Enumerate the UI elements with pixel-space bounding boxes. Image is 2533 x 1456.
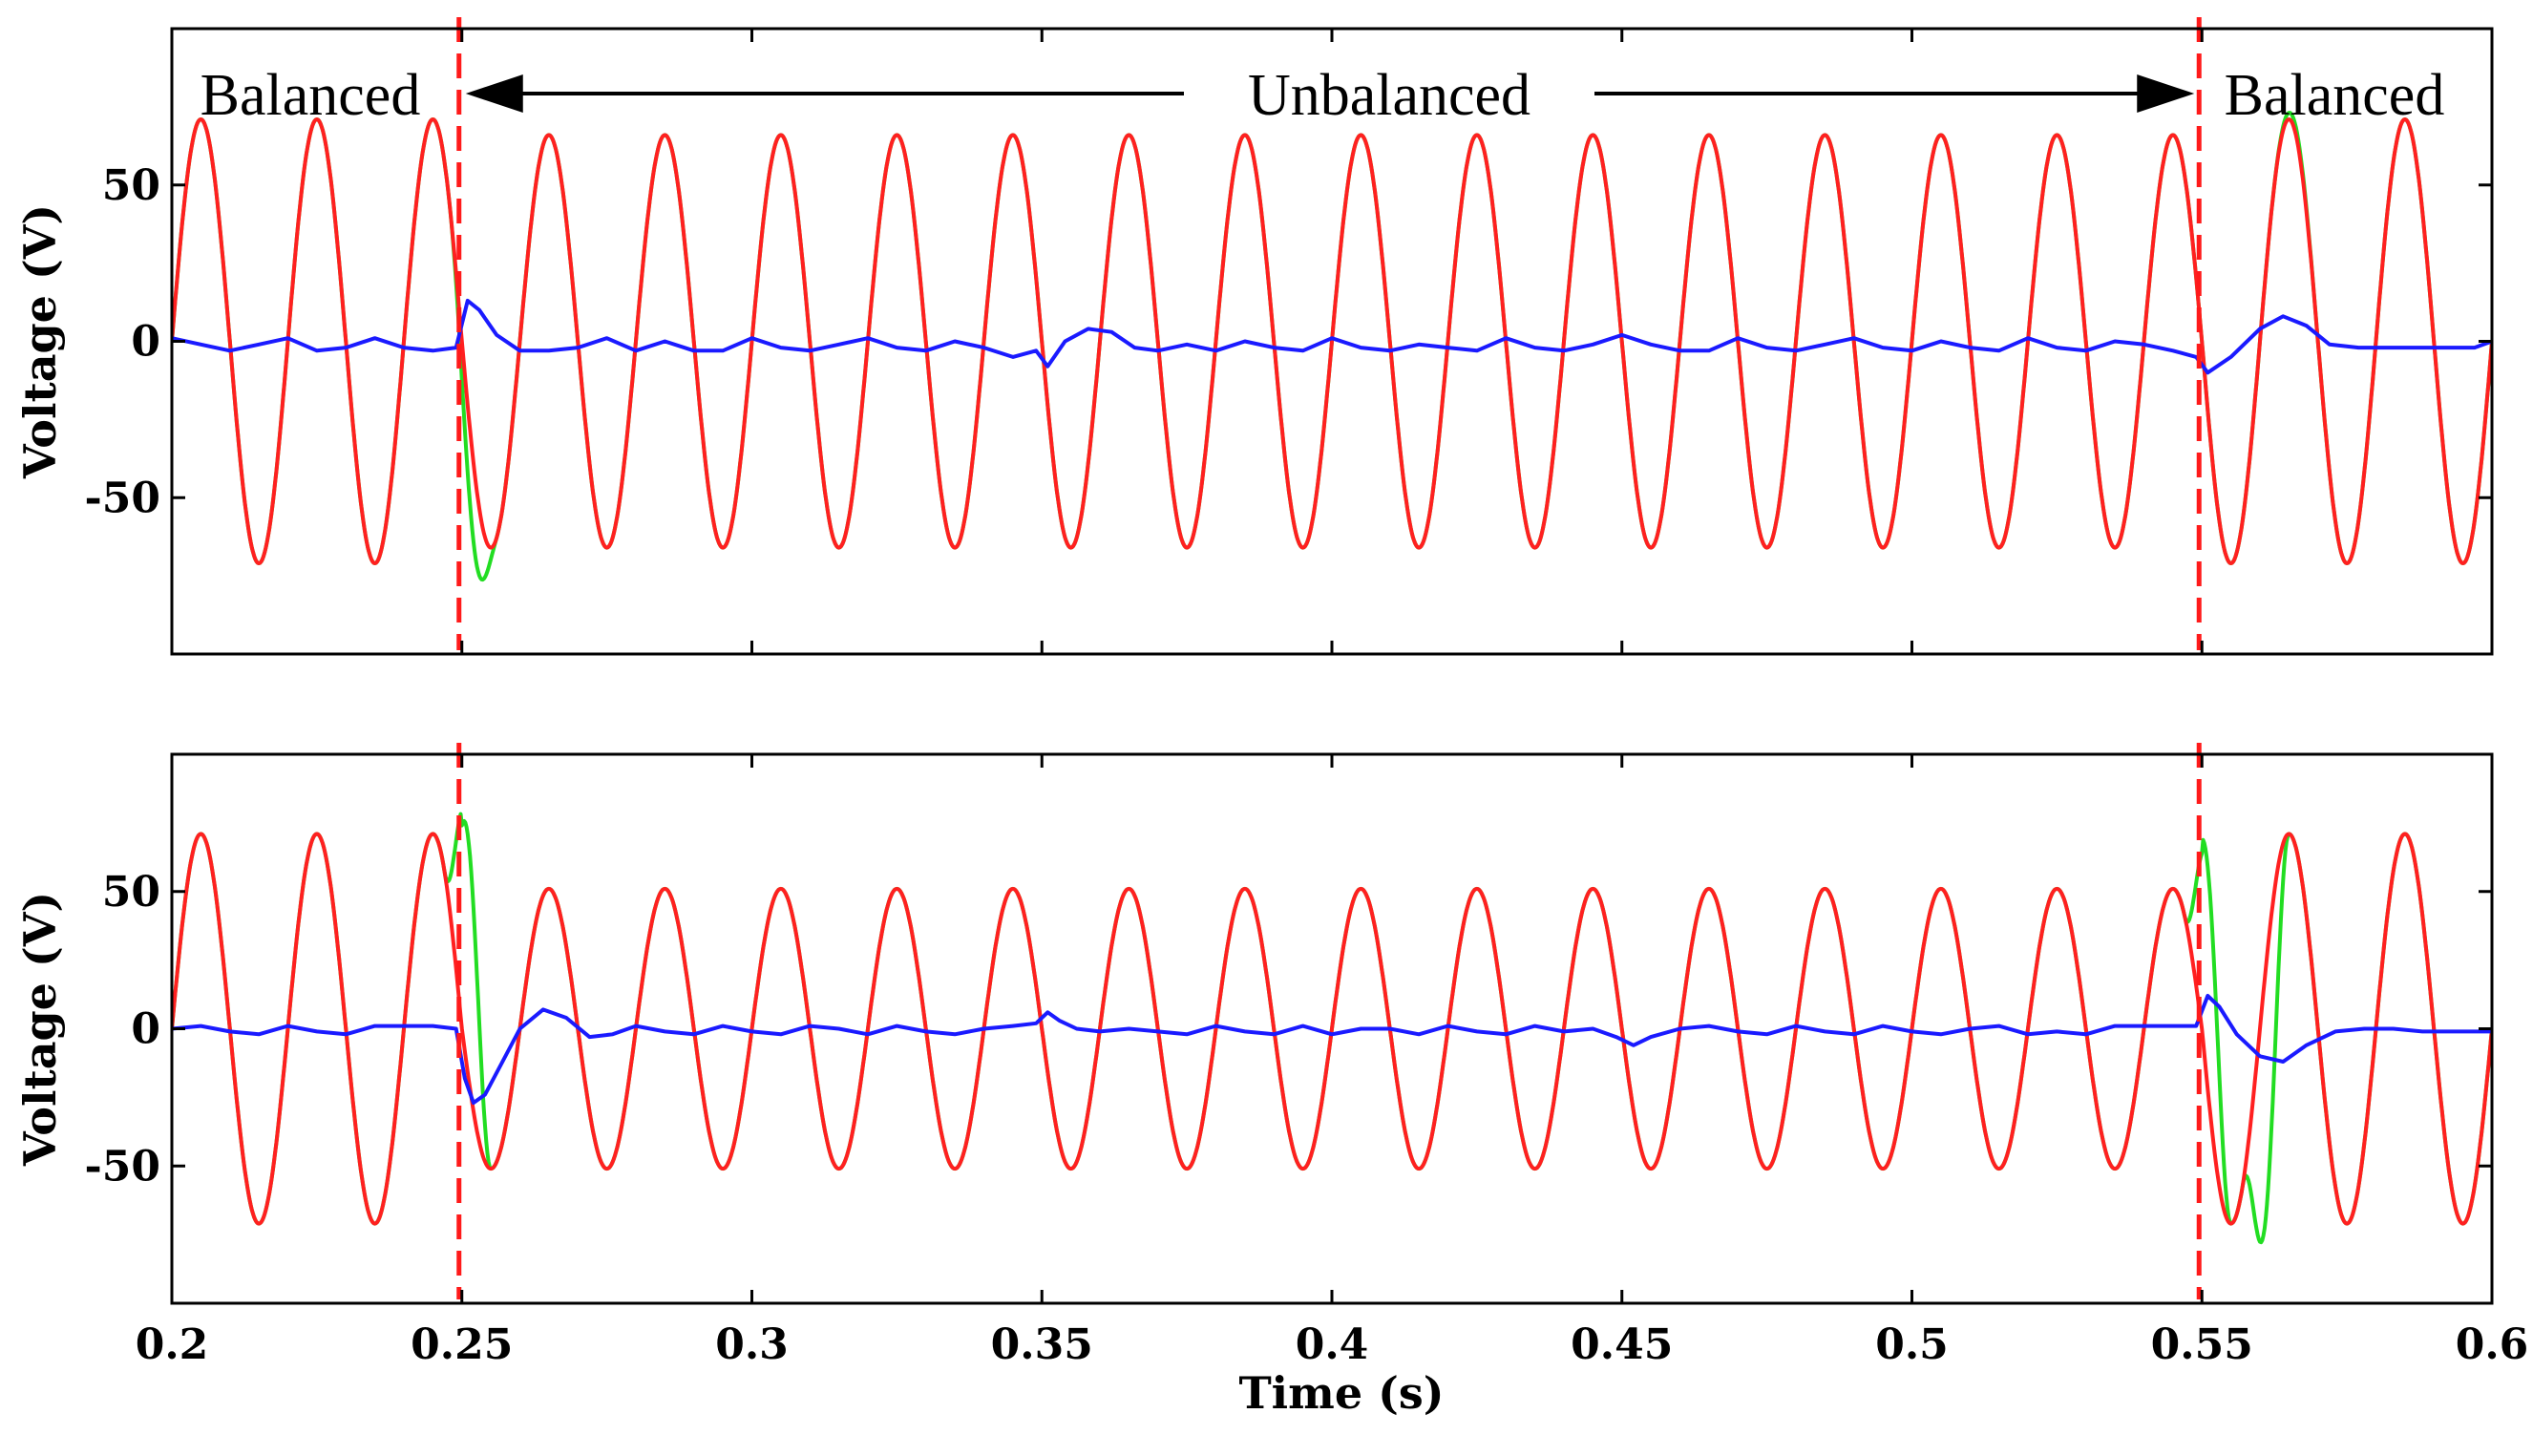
bottom-ticks: -50 0 50 0.2 0.25 0.3 0.35 0.4 0.45 0.5 0.55 0.6 — [85, 754, 2529, 1369]
top-annotations: Balanced Unbalanced Balanced — [201, 55, 2445, 128]
x-tick-label: 0.5 — [1875, 1320, 1949, 1369]
arrowhead-left — [465, 74, 523, 113]
series-blue-line — [172, 298, 2492, 375]
x-tick-label: 0.25 — [411, 1320, 513, 1369]
annotation-balanced-right: Balanced — [2225, 63, 2445, 128]
bottom-event-lines — [456, 743, 2202, 1299]
series-blue-line — [172, 994, 2492, 1106]
top-plot-frame — [170, 27, 2494, 656]
bottom-series-group — [172, 812, 2492, 1245]
series-red-line — [172, 832, 2492, 1226]
y-tick-label: 0 — [131, 318, 160, 367]
arrowhead-right — [2137, 74, 2195, 113]
x-tick-label: 0.55 — [2151, 1320, 2253, 1369]
unbalanced-label-background — [1190, 55, 1589, 122]
top-panel: -50 0 50 Balanced Unbalanced Balanced Volt… — [14, 17, 2494, 656]
y-tick-label: 50 — [102, 161, 160, 210]
y-tick-label: -50 — [85, 1142, 161, 1191]
x-tick-label: 0.45 — [1571, 1320, 1673, 1369]
y-tick-label: -50 — [85, 474, 161, 522]
annotation-balanced-left: Balanced — [201, 63, 421, 128]
bottom-y-axis-label: Voltage (V) — [14, 892, 66, 1167]
bottom-plot-frame — [170, 752, 2494, 1305]
x-tick-label: 0.35 — [991, 1320, 1093, 1369]
y-tick-label: 0 — [131, 1005, 160, 1054]
y-tick-label: 50 — [102, 868, 160, 917]
series-red-line — [172, 117, 2492, 565]
top-event-lines — [456, 17, 2202, 650]
x-axis-label: Time (s) — [1238, 1367, 1444, 1419]
x-tick-label: 0.2 — [136, 1320, 209, 1369]
x-tick-label: 0.4 — [1296, 1320, 1369, 1369]
annotation-unbalanced: Unbalanced — [1248, 63, 1530, 128]
bottom-panel: -50 0 50 0.2 0.25 0.3 0.35 0.4 0.45 0.5 0.55 0.6 Vo… — [14, 743, 2528, 1419]
top-y-axis-label: Voltage (V) — [14, 204, 66, 479]
top-series-group — [172, 111, 2492, 582]
top-ticks: -50 0 50 — [85, 29, 2494, 654]
x-tick-label: 0.3 — [715, 1320, 789, 1369]
x-tick-label: 0.6 — [2456, 1320, 2529, 1369]
